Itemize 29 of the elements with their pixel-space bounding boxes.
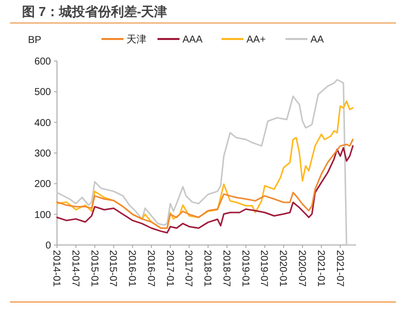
- y-tick-label: 200: [34, 179, 52, 190]
- x-tick-label: 2018-07: [220, 250, 232, 288]
- x-tick-label: 2017-01: [164, 250, 175, 288]
- y-tick-label: 0: [45, 240, 52, 252]
- legend-label: AA: [310, 34, 324, 46]
- y-tick-label: 100: [34, 210, 52, 221]
- x-tick-label: 2014-01: [50, 250, 62, 288]
- y-tick-label: 300: [34, 148, 52, 160]
- x-tick-label: 2021-07: [334, 250, 345, 288]
- x-tick-label: 2019-07: [258, 250, 270, 288]
- y-axis-title: BP: [28, 35, 42, 46]
- legend-label: AAA: [182, 34, 203, 46]
- chart-title: 图 7：城投省份利差-天津: [22, 4, 168, 19]
- x-tick-label: 2018-01: [202, 250, 213, 288]
- x-tick-label: 2015-07: [107, 250, 118, 288]
- y-tick-label: 400: [34, 118, 52, 129]
- x-tick-label: 2020-07: [296, 250, 307, 288]
- x-tick-label: 2016-01: [126, 250, 138, 288]
- y-tick-label: 600: [34, 56, 52, 68]
- y-tick-label: 500: [34, 87, 52, 98]
- legend-label: 天津: [126, 34, 146, 46]
- x-tick-label: 2014-07: [69, 250, 80, 288]
- x-tick-label: 2015-01: [88, 250, 100, 288]
- x-tick-label: 2020-01: [277, 250, 288, 288]
- x-tick-label: 2021-01: [314, 250, 326, 288]
- x-tick-label: 2017-07: [182, 250, 194, 288]
- x-tick-label: 2016-07: [144, 250, 156, 288]
- x-tick-label: 2019-01: [239, 250, 250, 288]
- legend-label: AA+: [246, 34, 266, 46]
